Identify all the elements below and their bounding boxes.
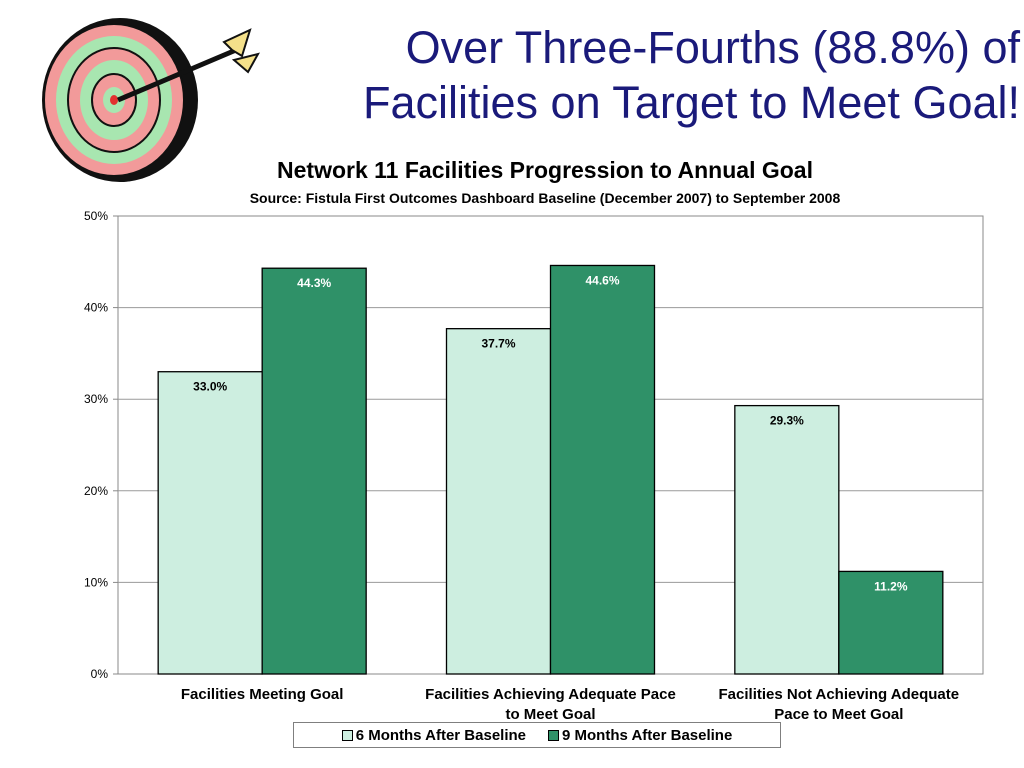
slide-title-line-2: Facilities on Target to Meet Goal! bbox=[363, 77, 1020, 128]
bar-series-1 bbox=[445, 328, 552, 675]
y-tick-label: 40% bbox=[84, 301, 108, 315]
data-label-series-2: 44.3% bbox=[297, 276, 331, 290]
x-category-label: Pace to Meet Goal bbox=[774, 706, 903, 723]
legend-swatch-series-2 bbox=[548, 729, 559, 741]
legend-swatch-series-1 bbox=[341, 729, 353, 741]
legend-label-series-2: 9 Months After Baseline bbox=[562, 726, 733, 744]
target-arrow-icon bbox=[42, 18, 260, 182]
slide-title-line-1: Over Three-Fourths (88.8%) of bbox=[405, 22, 1020, 73]
data-label-series-2: 11.2% bbox=[874, 579, 908, 593]
data-label-series-1: 33.0% bbox=[193, 380, 227, 394]
legend-item-series-2: 9 Months After Baseline bbox=[548, 727, 732, 744]
y-tick-label: 20% bbox=[84, 484, 108, 498]
bar-series-1 bbox=[157, 371, 263, 675]
chart-title: Network 11 Facilities Progression to Ann… bbox=[277, 157, 813, 183]
legend-item-series-1: 6 Months After Baseline bbox=[341, 726, 526, 744]
bar-series-2 bbox=[549, 264, 656, 675]
bar-series-2 bbox=[261, 267, 367, 675]
data-label-series-2: 44.6% bbox=[585, 273, 619, 287]
data-label-series-1: 37.7% bbox=[481, 337, 515, 351]
x-category-label: Facilities Not Achieving Adequate bbox=[719, 686, 960, 703]
y-tick-label: 10% bbox=[84, 575, 108, 589]
data-label-series-1: 29.3% bbox=[770, 414, 804, 428]
chart-subtitle: Source: Fistula First Outcomes Dashboard… bbox=[249, 190, 841, 206]
y-tick-label: 0% bbox=[91, 667, 109, 681]
x-category-label: Facilities Achieving Adequate Pace bbox=[425, 686, 676, 703]
slide-title: Over Three-Fourths (88.8%) of Facilities… bbox=[200, 20, 1020, 130]
chart-legend: 6 Months After Baseline 9 Months After B… bbox=[293, 722, 781, 748]
y-tick-label: 30% bbox=[84, 392, 108, 406]
legend-label-series-1: 6 Months After Baseline bbox=[355, 726, 526, 744]
x-category-label: Facilities Meeting Goal bbox=[181, 686, 344, 703]
bar-series-2 bbox=[838, 570, 944, 675]
bar-series-1 bbox=[734, 404, 840, 675]
x-category-label: to Meet Goal bbox=[505, 706, 595, 723]
y-tick-label: 50% bbox=[84, 209, 108, 223]
